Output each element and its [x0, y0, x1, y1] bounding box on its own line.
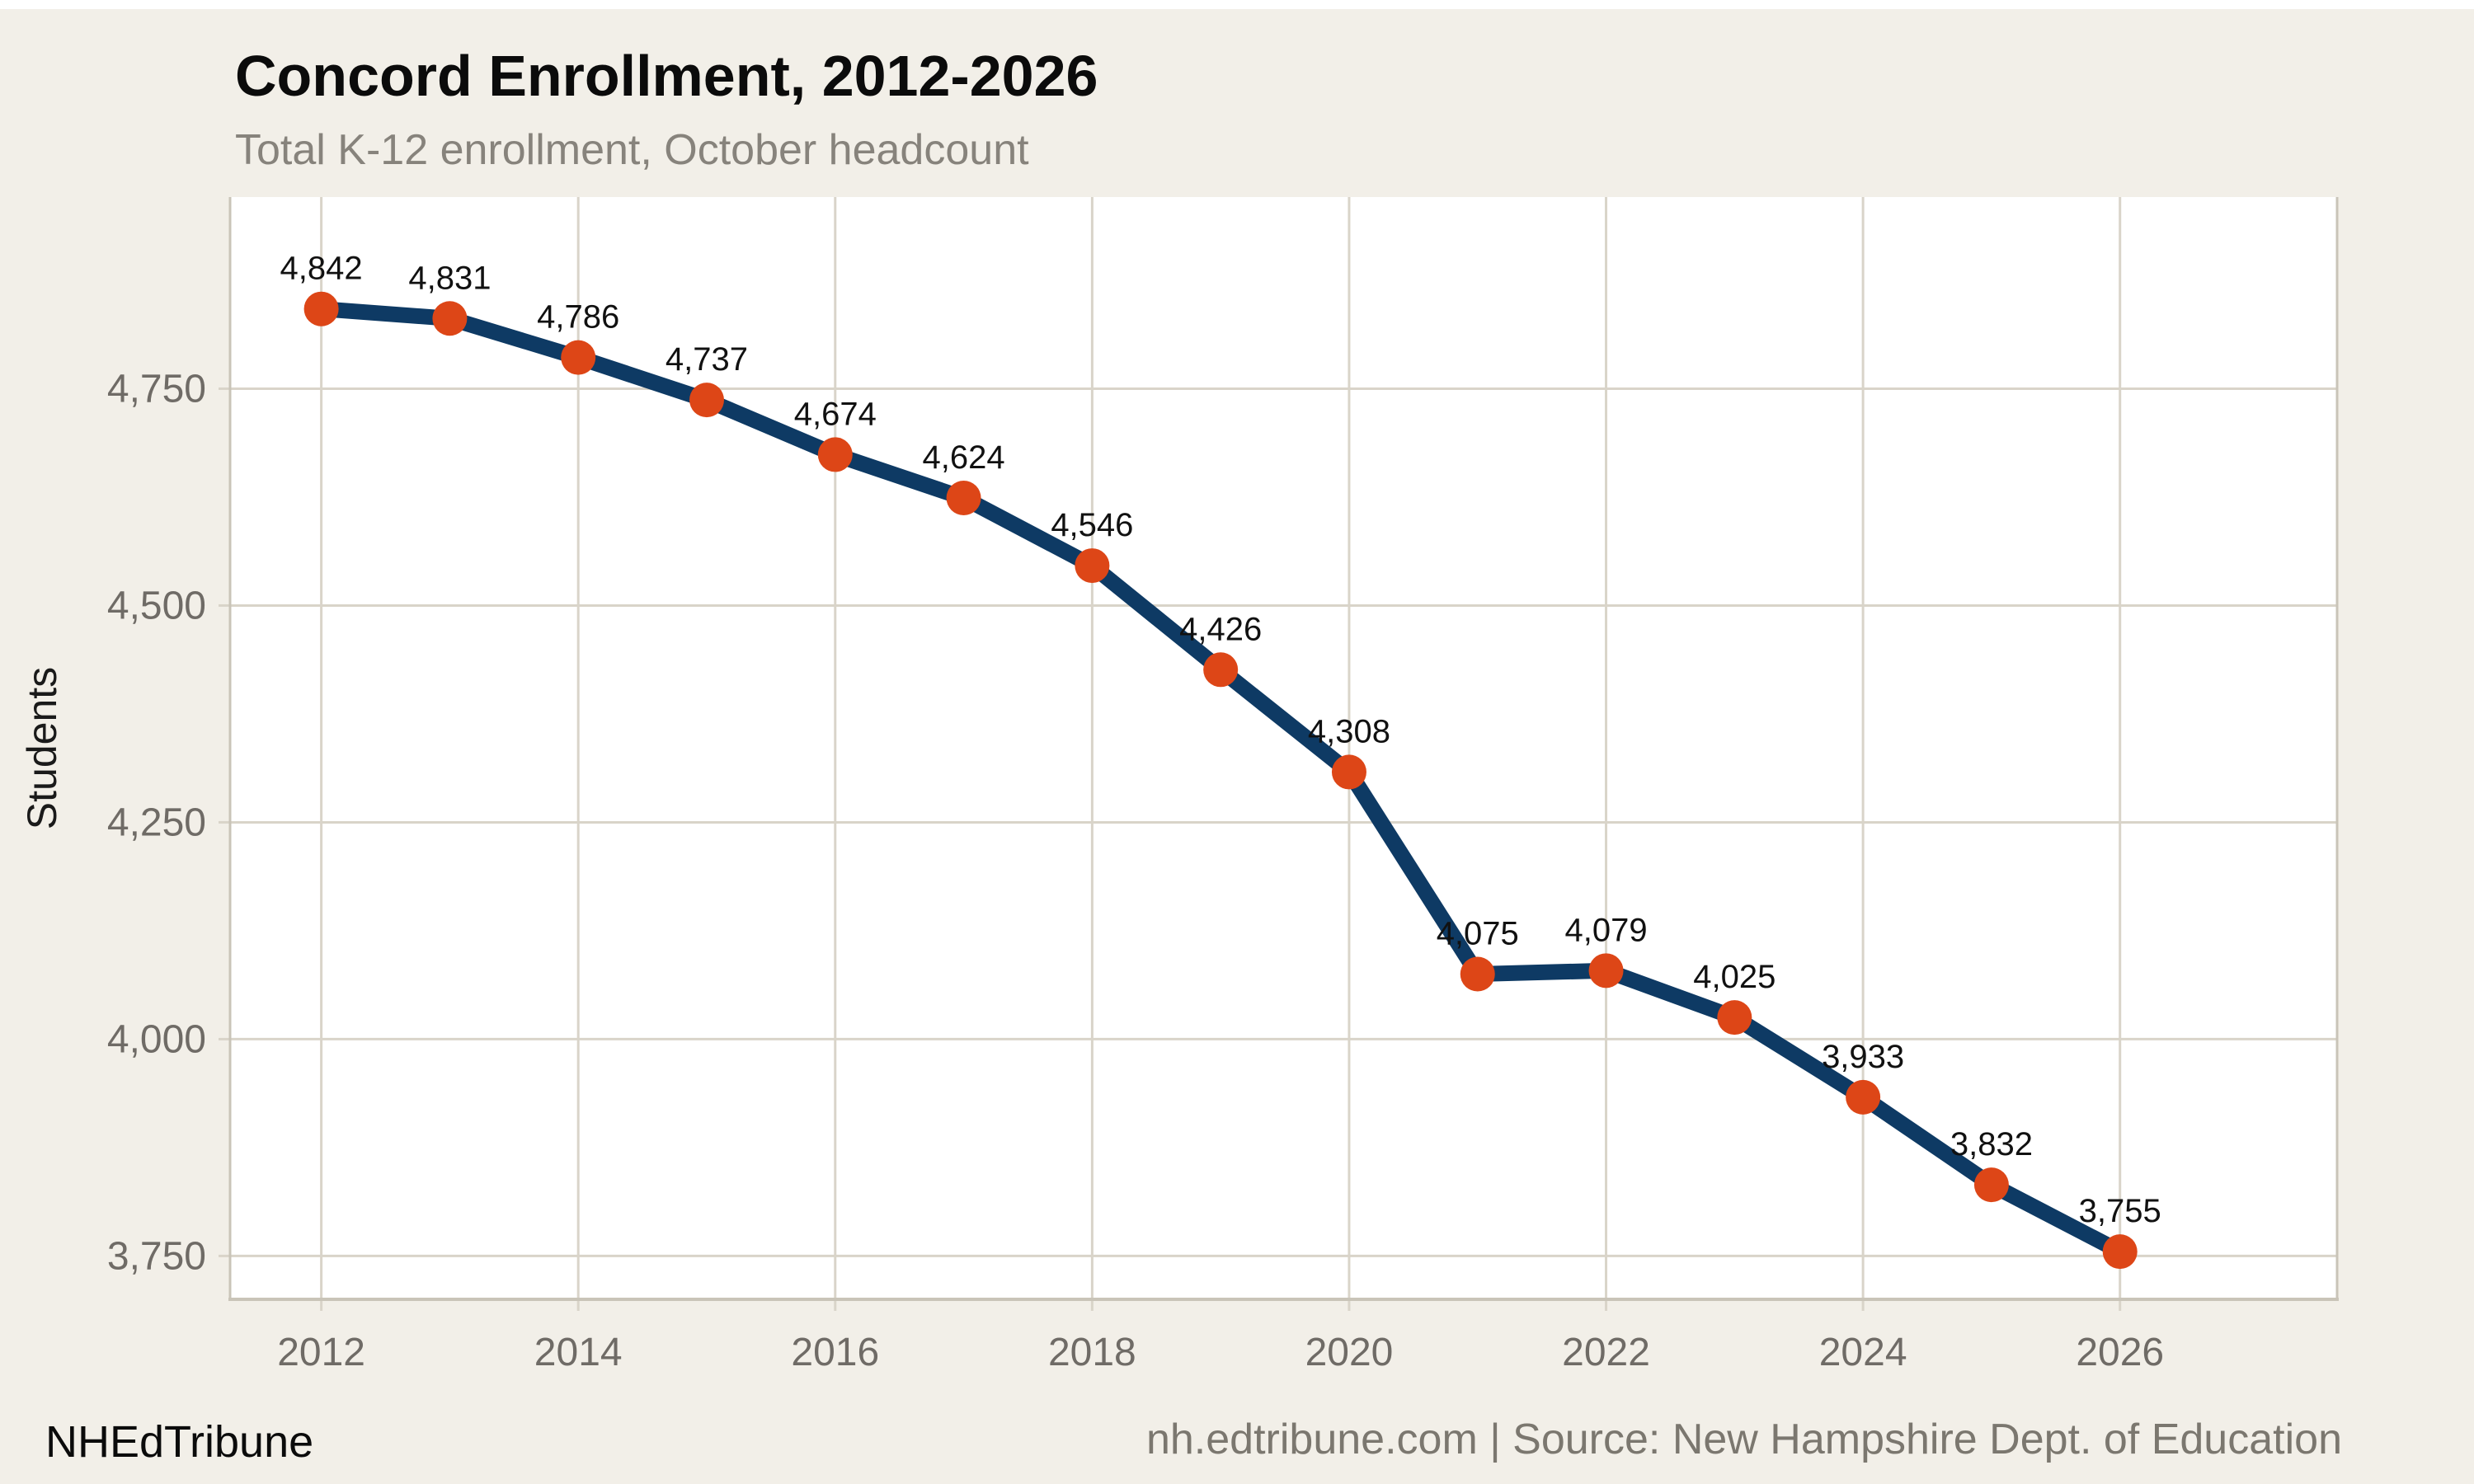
- x-tick-label: 2018: [1048, 1331, 1136, 1374]
- data-point-marker: [1846, 1079, 1881, 1115]
- y-tick-label: 3,750: [107, 1234, 206, 1278]
- data-point-marker: [432, 301, 468, 336]
- data-point-marker: [561, 340, 596, 375]
- data-point-marker: [1717, 1000, 1752, 1036]
- data-point-label: 4,624: [923, 439, 1005, 476]
- x-tick-label: 2016: [791, 1331, 879, 1374]
- x-tick-label: 2026: [2076, 1331, 2164, 1374]
- y-tick-label: 4,750: [107, 367, 206, 411]
- data-point-marker: [1075, 548, 1110, 584]
- data-point-label: 4,674: [794, 396, 877, 432]
- y-tick-label: 4,250: [107, 801, 206, 844]
- y-axis-label: Students: [19, 667, 65, 829]
- x-tick-label: 2020: [1305, 1331, 1394, 1374]
- data-point-label: 3,832: [1950, 1126, 2033, 1162]
- brand-text: NHEdTribune: [45, 1417, 314, 1467]
- data-point-label: 4,737: [666, 341, 748, 378]
- top-strip: [0, 0, 2474, 9]
- data-point-marker: [946, 481, 981, 516]
- x-tick-label: 2022: [1562, 1331, 1650, 1374]
- data-point-marker: [2102, 1234, 2138, 1270]
- data-point-label: 4,786: [537, 299, 619, 336]
- x-tick-label: 2012: [277, 1331, 365, 1374]
- data-point-marker: [817, 437, 853, 472]
- y-tick-label: 4,500: [107, 584, 206, 627]
- x-tick-label: 2024: [1819, 1331, 1907, 1374]
- chart-subtitle: Total K-12 enrollment, October headcount: [235, 126, 1029, 174]
- data-point-marker: [1973, 1167, 2009, 1203]
- data-point-marker: [1460, 956, 1495, 992]
- chart-title: Concord Enrollment, 2012-2026: [235, 44, 1098, 108]
- data-point-label: 4,025: [1693, 959, 1776, 995]
- x-tick-label: 2014: [534, 1331, 623, 1374]
- data-point-label: 4,308: [1308, 713, 1390, 749]
- data-point-label: 4,079: [1564, 912, 1647, 948]
- y-tick-label: 4,000: [107, 1017, 206, 1061]
- data-point-marker: [1588, 953, 1624, 989]
- data-point-label: 4,075: [1437, 916, 1519, 952]
- attribution-text: nh.edtribune.com | Source: New Hampshire…: [1145, 1416, 2342, 1463]
- data-point-marker: [303, 291, 339, 326]
- plot-background: [230, 197, 2337, 1299]
- data-point-marker: [1331, 754, 1366, 790]
- data-point-label: 4,842: [280, 251, 363, 287]
- data-point-marker: [1203, 652, 1239, 688]
- data-point-label: 4,546: [1051, 507, 1133, 543]
- data-point-label: 4,831: [408, 260, 491, 296]
- data-point-label: 3,755: [2079, 1193, 2161, 1229]
- data-point-marker: [689, 383, 724, 418]
- data-point-label: 3,933: [1822, 1039, 1904, 1075]
- data-point-label: 4,426: [1179, 611, 1262, 647]
